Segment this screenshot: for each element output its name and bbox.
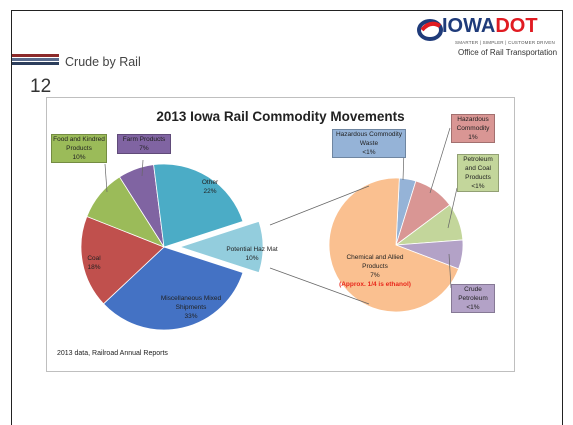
source-note: 2013 data, Railroad Annual Reports	[57, 350, 168, 357]
ethanol-note: (Approx. 1/4 is ethanol)	[339, 281, 411, 288]
pie-chart: 2013 Iowa Rail Commodity Movements Food …	[46, 97, 515, 372]
leader-line-crude	[448, 253, 452, 289]
label-food: Food and Kindred Products 10%	[51, 134, 107, 163]
section-label: Crude by Rail	[65, 55, 141, 69]
label-potential-hazmat: Potential Haz Mat 10%	[226, 246, 278, 262]
logo-tagline: SMARTER | SIMPLER | CUSTOMER DRIVEN	[455, 40, 555, 45]
chart-title: 2013 Iowa Rail Commodity Movements	[156, 109, 405, 124]
label-petroleum-coal: Petroleum and Coal Products <1%	[457, 154, 499, 192]
label-haz-waste: Hazardous Commodity Waste <1%	[332, 129, 406, 158]
label-chemical: Chemical and Allied Products 7% (Approx. …	[333, 253, 417, 289]
label-other: Other 22%	[201, 179, 219, 195]
label-farm: Farm Products 7%	[117, 134, 171, 154]
leader-line-food	[104, 163, 108, 193]
logo-text: IOWADOT	[442, 15, 538, 37]
office-label: Office of Rail Transportation	[458, 48, 558, 57]
label-coal: Coal 18%	[87, 255, 101, 271]
label-misc: Miscellaneous Mixed Shipments 33%	[160, 295, 222, 320]
label-haz-commodity: Hazardous Commodity 1%	[451, 114, 495, 143]
slide-border-top	[11, 10, 563, 11]
slide-number: 12	[30, 76, 52, 97]
stripe-1	[12, 54, 59, 57]
label-crude-petroleum: Crude Petroleum <1%	[451, 284, 495, 313]
leader-line-haz-commodity	[429, 127, 451, 194]
stripe-3	[12, 62, 59, 65]
slide-border-right	[562, 10, 563, 425]
leader-line-farm	[141, 159, 144, 177]
stripe-2	[12, 58, 59, 61]
slide-border-left	[11, 10, 12, 425]
pie-slice-other	[153, 163, 244, 248]
pie-chart-canvas	[80, 127, 464, 331]
iowadot-logo-icon	[417, 19, 443, 41]
connector-line-bottom	[269, 267, 370, 305]
section-stripes	[12, 54, 59, 70]
connector-line-top	[269, 185, 370, 226]
pie-slice-miscellaneous-mixed-shipments	[102, 246, 244, 331]
subpie-slice-chemical-and-allied-products	[328, 177, 460, 313]
pie-slice-potential-haz-mat	[178, 220, 264, 274]
pie-slice-coal	[80, 215, 165, 305]
leader-line-petroleum	[447, 187, 458, 229]
